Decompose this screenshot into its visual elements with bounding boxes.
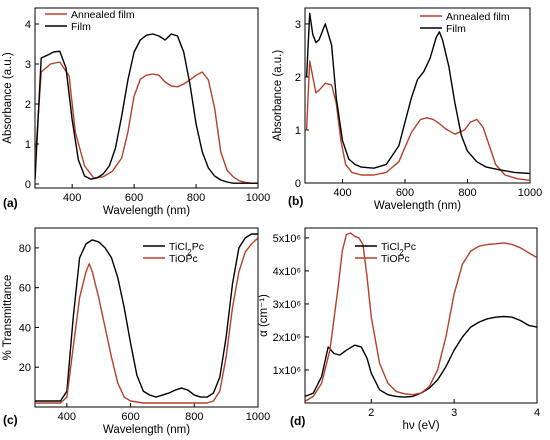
x-tick-label: 400 [333,187,351,199]
y-axis-label: % Transmittance [2,275,14,361]
y-tick-label: 2 [25,99,31,111]
plot-frame [304,7,531,184]
legend-label: Annealed film [446,11,510,23]
y-tick-label: 80 [19,243,31,255]
y-tick-label: 1 [295,125,301,137]
panel-tag: (a) [3,196,18,210]
x-tick-label: 400 [63,192,81,204]
x-axis-label: Wavelength (nm) [374,200,461,212]
panel-tag: (c) [3,413,18,427]
x-axis-label: Wavelength (nm) [103,424,190,436]
y-axis-label: Absorbance (a.u.) [2,52,14,144]
plot-frame [34,7,259,189]
y-tick-label: 20 [19,362,31,374]
legend-label: TiCl2Pc [381,241,416,257]
x-axis-label: Wavelength (nm) [103,205,190,217]
y-tick-label: 1x10⁶ [273,365,301,377]
x-tick-label: 2 [368,407,374,419]
y-tick-label: 1 [25,139,31,151]
y-tick-label: 5x10⁶ [273,233,301,245]
x-axis-label: hν (eV) [402,420,439,432]
panel-tag: (d) [290,414,305,428]
y-tick-label: 2x10⁶ [273,332,301,344]
legend-label: TiOPc [381,253,410,265]
plot-frame [304,227,538,404]
x-tick-label: 800 [185,411,203,423]
chart-panel-4: 2 3 4 1x10⁶ 2x10⁶ 3x10⁶ 4x10⁶ 5x10⁶ hν (eV) α (cm… [258,227,540,432]
x-tick-label: 1000 [518,187,542,199]
y-tick-label: 2 [295,72,301,84]
series-line-2 [305,232,537,402]
series-line-1 [35,61,258,184]
legend-label: TiCl2Pc [169,241,204,257]
y-tick-label: 0 [295,178,301,190]
x-tick-label: 1000 [246,411,270,423]
series-line-1 [35,233,258,402]
y-tick-label: 3 [25,59,31,71]
y-tick-label: 60 [19,283,31,295]
y-tick-label: 3 [295,19,301,31]
series-line-1 [305,60,530,181]
legend-label: TiOPc [169,253,198,265]
y-tick-label: 4 [25,19,31,31]
x-tick-label: 600 [125,192,143,204]
y-tick-label: 3x10⁶ [273,299,301,311]
legend-label: Annealed film [71,9,135,21]
panel-tag: (b) [288,194,303,208]
chart-panel-2: 400 600 800 1000 0 1 2 3 Wavelength (nm) Absorban… [272,7,542,212]
x-tick-label: 800 [458,187,476,199]
chart-panel-3: 400 600 800 1000 20 40 60 80 Wavelength (nm) % Tr… [2,227,270,436]
y-tick-label: 40 [19,322,31,334]
x-tick-label: 600 [121,411,139,423]
plot-frame [34,227,259,408]
legend-label: Film [71,21,91,33]
y-tick-label: 4x10⁶ [273,266,301,278]
x-tick-label: 400 [58,411,76,423]
x-tick-label: 3 [451,407,457,419]
y-tick-label: 0 [25,179,31,191]
series-line-1 [305,315,537,398]
x-tick-label: 600 [396,187,414,199]
y-axis-label: Absorbance (a.u.) [272,50,284,142]
x-tick-label: 4 [534,407,540,419]
series-line-2 [35,237,258,404]
series-line-2 [35,33,258,184]
chart-panel-1: 400 600 800 1000 0 1 2 3 4 Wavelength (nm) Absorba… [2,7,270,217]
legend-label: Film [446,23,466,35]
x-tick-label: 800 [187,192,205,204]
x-tick-label: 1000 [246,192,270,204]
y-axis-label: α (cm⁻¹) [258,294,270,337]
series-line-2 [305,12,530,175]
